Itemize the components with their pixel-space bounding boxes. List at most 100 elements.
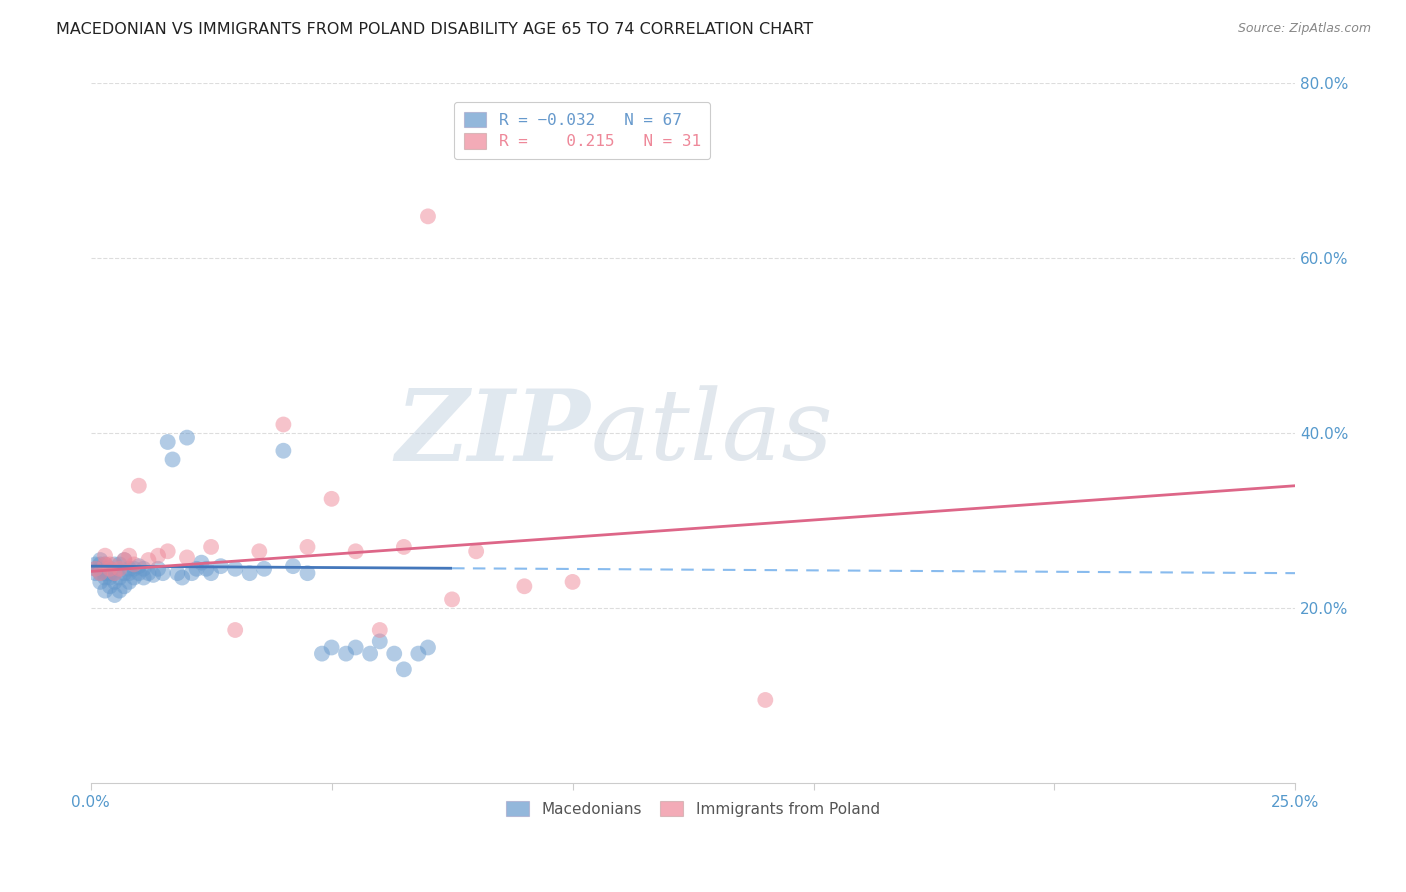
- Text: atlas: atlas: [591, 385, 834, 481]
- Point: [122, 558, 145, 572]
- Point: [416, 640, 439, 655]
- Point: [84, 562, 107, 576]
- Point: [513, 579, 536, 593]
- Point: [273, 443, 295, 458]
- Point: [247, 544, 270, 558]
- Point: [186, 562, 208, 576]
- Point: [94, 562, 117, 576]
- Point: [132, 562, 155, 576]
- Legend: Macedonians, Immigrants from Poland: Macedonians, Immigrants from Poland: [499, 794, 887, 824]
- Point: [321, 640, 343, 655]
- Point: [108, 562, 131, 576]
- Point: [297, 540, 319, 554]
- Point: [408, 647, 430, 661]
- Point: [122, 570, 145, 584]
- Point: [128, 559, 150, 574]
- Point: [180, 566, 202, 581]
- Point: [172, 570, 194, 584]
- Point: [98, 579, 121, 593]
- Point: [239, 566, 262, 581]
- Point: [156, 544, 179, 558]
- Point: [146, 562, 169, 576]
- Point: [84, 566, 107, 581]
- Point: [94, 583, 117, 598]
- Point: [89, 566, 111, 581]
- Point: [94, 558, 117, 572]
- Point: [166, 566, 188, 581]
- Point: [200, 540, 222, 554]
- Point: [84, 558, 107, 572]
- Point: [416, 210, 439, 224]
- Point: [190, 556, 212, 570]
- Point: [392, 662, 415, 676]
- Point: [118, 562, 141, 576]
- Point: [561, 574, 583, 589]
- Point: [128, 566, 150, 581]
- Point: [108, 558, 131, 572]
- Point: [112, 579, 135, 593]
- Point: [94, 566, 117, 581]
- Point: [392, 540, 415, 554]
- Point: [209, 559, 232, 574]
- Point: [89, 553, 111, 567]
- Point: [112, 553, 135, 567]
- Point: [89, 558, 111, 572]
- Point: [108, 570, 131, 584]
- Point: [441, 592, 464, 607]
- Point: [335, 647, 357, 661]
- Point: [98, 558, 121, 572]
- Point: [195, 562, 218, 576]
- Point: [146, 549, 169, 563]
- Point: [89, 562, 111, 576]
- Point: [138, 566, 160, 581]
- Point: [200, 566, 222, 581]
- Point: [94, 558, 117, 572]
- Point: [344, 544, 367, 558]
- Point: [465, 544, 488, 558]
- Point: [94, 570, 117, 584]
- Point: [118, 549, 141, 563]
- Point: [128, 479, 150, 493]
- Text: ZIP: ZIP: [395, 385, 591, 482]
- Point: [368, 623, 391, 637]
- Point: [118, 566, 141, 581]
- Point: [297, 566, 319, 581]
- Point: [104, 574, 127, 589]
- Text: Source: ZipAtlas.com: Source: ZipAtlas.com: [1237, 22, 1371, 36]
- Point: [112, 566, 135, 581]
- Point: [112, 553, 135, 567]
- Point: [359, 647, 381, 661]
- Point: [104, 566, 127, 581]
- Point: [94, 549, 117, 563]
- Point: [84, 562, 107, 576]
- Point: [104, 566, 127, 581]
- Point: [382, 647, 405, 661]
- Text: MACEDONIAN VS IMMIGRANTS FROM POLAND DISABILITY AGE 65 TO 74 CORRELATION CHART: MACEDONIAN VS IMMIGRANTS FROM POLAND DIS…: [56, 22, 813, 37]
- Point: [89, 566, 111, 581]
- Point: [253, 562, 276, 576]
- Point: [224, 623, 246, 637]
- Point: [132, 570, 155, 584]
- Point: [98, 562, 121, 576]
- Point: [118, 574, 141, 589]
- Point: [108, 583, 131, 598]
- Point: [89, 574, 111, 589]
- Point: [224, 562, 246, 576]
- Point: [311, 647, 333, 661]
- Point: [98, 566, 121, 581]
- Point: [281, 559, 304, 574]
- Point: [273, 417, 295, 432]
- Point: [344, 640, 367, 655]
- Point: [156, 434, 179, 449]
- Point: [98, 562, 121, 576]
- Point: [162, 452, 184, 467]
- Point: [138, 553, 160, 567]
- Point: [104, 588, 127, 602]
- Point: [122, 562, 145, 576]
- Point: [321, 491, 343, 506]
- Point: [152, 566, 174, 581]
- Point: [754, 693, 776, 707]
- Point: [104, 558, 127, 572]
- Point: [98, 570, 121, 584]
- Point: [176, 550, 198, 565]
